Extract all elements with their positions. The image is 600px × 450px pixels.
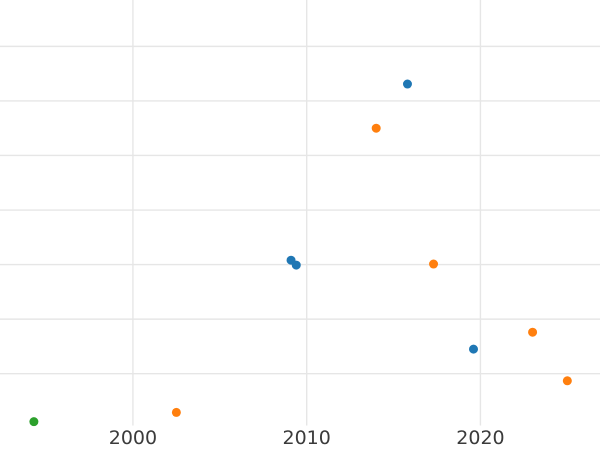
x-tick-label: 2020 [456,427,504,449]
scatter-point-green [29,417,39,427]
data-points-layer [29,79,572,427]
scatter-point-blue [402,79,412,89]
x-axis-tick-labels-layer: 2000 2010 2020 [109,427,505,449]
scatter-point-blue [469,344,479,354]
scatter-point-orange [171,407,181,417]
scatter-point-orange [429,259,439,269]
x-tick-label: 2000 [109,427,157,449]
scatter-point-orange [371,123,381,133]
scatter-point-blue [291,260,301,270]
gridlines-layer [0,0,600,426]
scatter-point-orange [528,327,538,337]
scatter-point-orange [562,376,572,386]
x-tick-label: 2010 [283,427,331,449]
